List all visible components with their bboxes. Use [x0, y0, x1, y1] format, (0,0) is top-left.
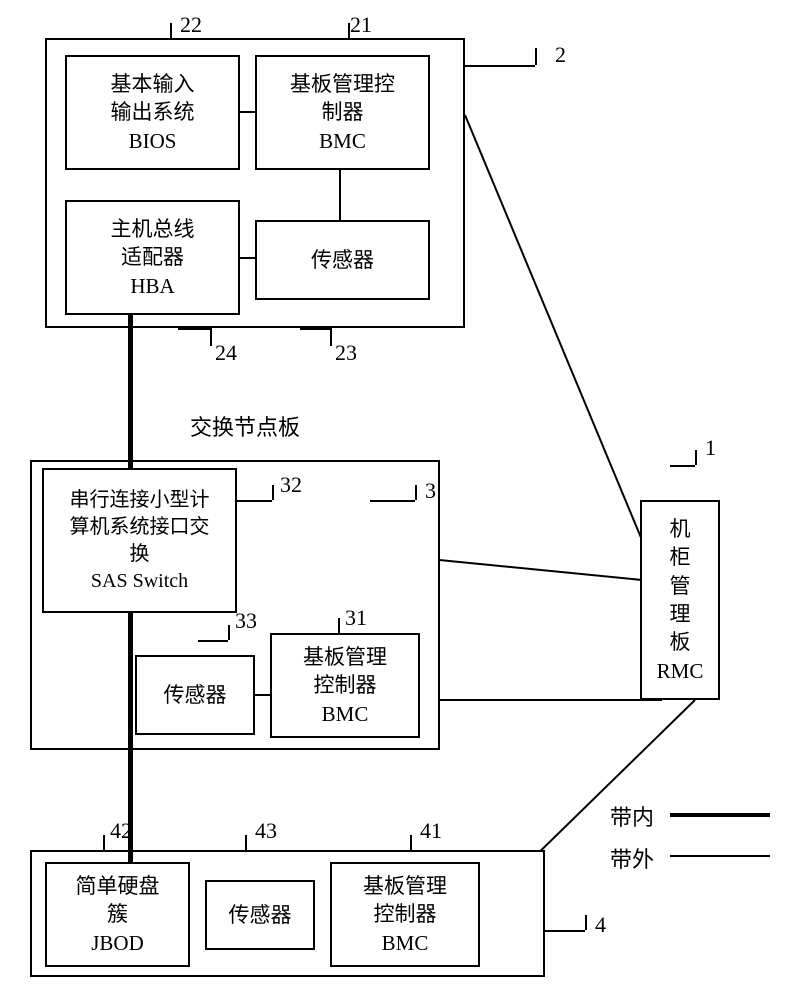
lead: [670, 465, 695, 467]
label-31: 31: [345, 605, 367, 631]
legend-in-label: 带内: [610, 800, 654, 832]
label-33: 33: [235, 608, 257, 634]
box-bmc-mid: 基板管理 控制器 BMC: [270, 633, 420, 738]
conn-sensor3-bmc3: [255, 694, 270, 696]
bmc2-l1: 基板管理控: [290, 70, 395, 98]
box-sensor-top: 传感器: [255, 220, 430, 300]
label-41: 41: [420, 818, 442, 844]
bmc2-l2: 制器: [322, 98, 364, 126]
lead: [237, 500, 272, 502]
lead: [465, 65, 535, 67]
conn-hba-sensor: [240, 257, 255, 259]
lead: [535, 48, 537, 65]
legend-thick-line: [670, 813, 770, 817]
lead: [198, 640, 228, 642]
hba-l1: 主机总线: [111, 215, 195, 243]
lead: [348, 23, 350, 38]
lead: [338, 618, 340, 633]
bmc3-l1: 基板管理: [303, 643, 387, 671]
lead: [142, 38, 172, 40]
rmc-l3: 管: [670, 572, 691, 600]
lead: [410, 835, 412, 850]
conn-bmc-sensor: [339, 170, 341, 220]
sas-l2: 算机系统接口交: [70, 514, 210, 541]
lead: [385, 850, 410, 852]
box-sas-switch: 串行连接小型计 算机系统接口交 换 SAS Switch: [42, 468, 237, 613]
jbod-l3: JBOD: [91, 929, 144, 957]
hba-l3: HBA: [130, 272, 174, 300]
lead: [330, 328, 332, 346]
lead: [178, 328, 210, 330]
rmc-l6: RMC: [657, 657, 704, 685]
rmc-l5: 板: [670, 628, 691, 656]
rmc-l2: 柜: [670, 543, 691, 571]
sas-l1: 串行连接小型计: [70, 487, 210, 514]
box-bmc-bot: 基板管理 控制器 BMC: [330, 862, 480, 967]
label-switch-title: 交换节点板: [190, 410, 300, 442]
label-3: 3: [425, 478, 436, 504]
label-2: 2: [555, 42, 566, 68]
box-bmc-top: 基板管理控 制器 BMC: [255, 55, 430, 170]
lead: [245, 835, 247, 850]
legend-thin-line: [670, 855, 770, 857]
bmc3-l2: 控制器: [314, 671, 377, 699]
jbod-l2: 簇: [107, 900, 128, 928]
rmc-l1: 机: [670, 515, 691, 543]
label-21: 21: [350, 12, 372, 38]
label-32: 32: [280, 472, 302, 498]
diagram-root: 基本输入 输出系统 BIOS 基板管理控 制器 BMC 主机总线 适配器 HBA…: [0, 0, 788, 1000]
box-sensor-mid: 传感器: [135, 655, 255, 735]
box-hba: 主机总线 适配器 HBA: [65, 200, 240, 315]
bios-l3: BIOS: [129, 127, 177, 155]
lead: [78, 850, 103, 852]
bmc3-l3: BMC: [322, 700, 369, 728]
lead: [308, 633, 338, 635]
bmc2-l3: BMC: [319, 127, 366, 155]
label-24: 24: [215, 340, 237, 366]
lead: [220, 850, 245, 852]
lead: [103, 835, 105, 850]
sensor3-l1: 传感器: [164, 681, 227, 709]
sas-l3: 换: [130, 541, 150, 568]
label-23: 23: [335, 340, 357, 366]
conn-hba-sas-thick: [128, 315, 133, 468]
legend-out-label: 带外: [610, 842, 654, 874]
label-43: 43: [255, 818, 277, 844]
bmc4-l1: 基板管理: [363, 872, 447, 900]
lead: [210, 328, 212, 346]
sensor2-l1: 传感器: [311, 246, 374, 274]
lead: [272, 485, 274, 500]
label-22: 22: [180, 12, 202, 38]
box-bios: 基本输入 输出系统 BIOS: [65, 55, 240, 170]
lead: [695, 450, 697, 465]
box-sensor-bot: 传感器: [205, 880, 315, 950]
sas-l4: SAS Switch: [91, 568, 188, 595]
lead: [320, 38, 350, 40]
label-4: 4: [595, 912, 606, 938]
label-1: 1: [705, 435, 716, 461]
label-42: 42: [110, 818, 132, 844]
rmc-l4: 理: [670, 600, 691, 628]
lead: [545, 930, 585, 932]
bios-l2: 输出系统: [111, 98, 195, 126]
box-jbod: 简单硬盘 簇 JBOD: [45, 862, 190, 967]
bmc4-l2: 控制器: [374, 900, 437, 928]
bios-l1: 基本输入: [111, 70, 195, 98]
conn-bios-bmc: [240, 111, 255, 113]
box-rmc: 机 柜 管 理 板 RMC: [640, 500, 720, 700]
lead: [300, 328, 330, 330]
jbod-l1: 简单硬盘: [76, 872, 160, 900]
lead: [415, 485, 417, 500]
lead: [370, 500, 415, 502]
bmc4-l3: BMC: [382, 929, 429, 957]
hba-l2: 适配器: [121, 243, 184, 271]
lead: [228, 625, 230, 640]
lead: [585, 915, 587, 930]
sensor4-l1: 传感器: [229, 901, 292, 929]
lead: [170, 23, 172, 38]
